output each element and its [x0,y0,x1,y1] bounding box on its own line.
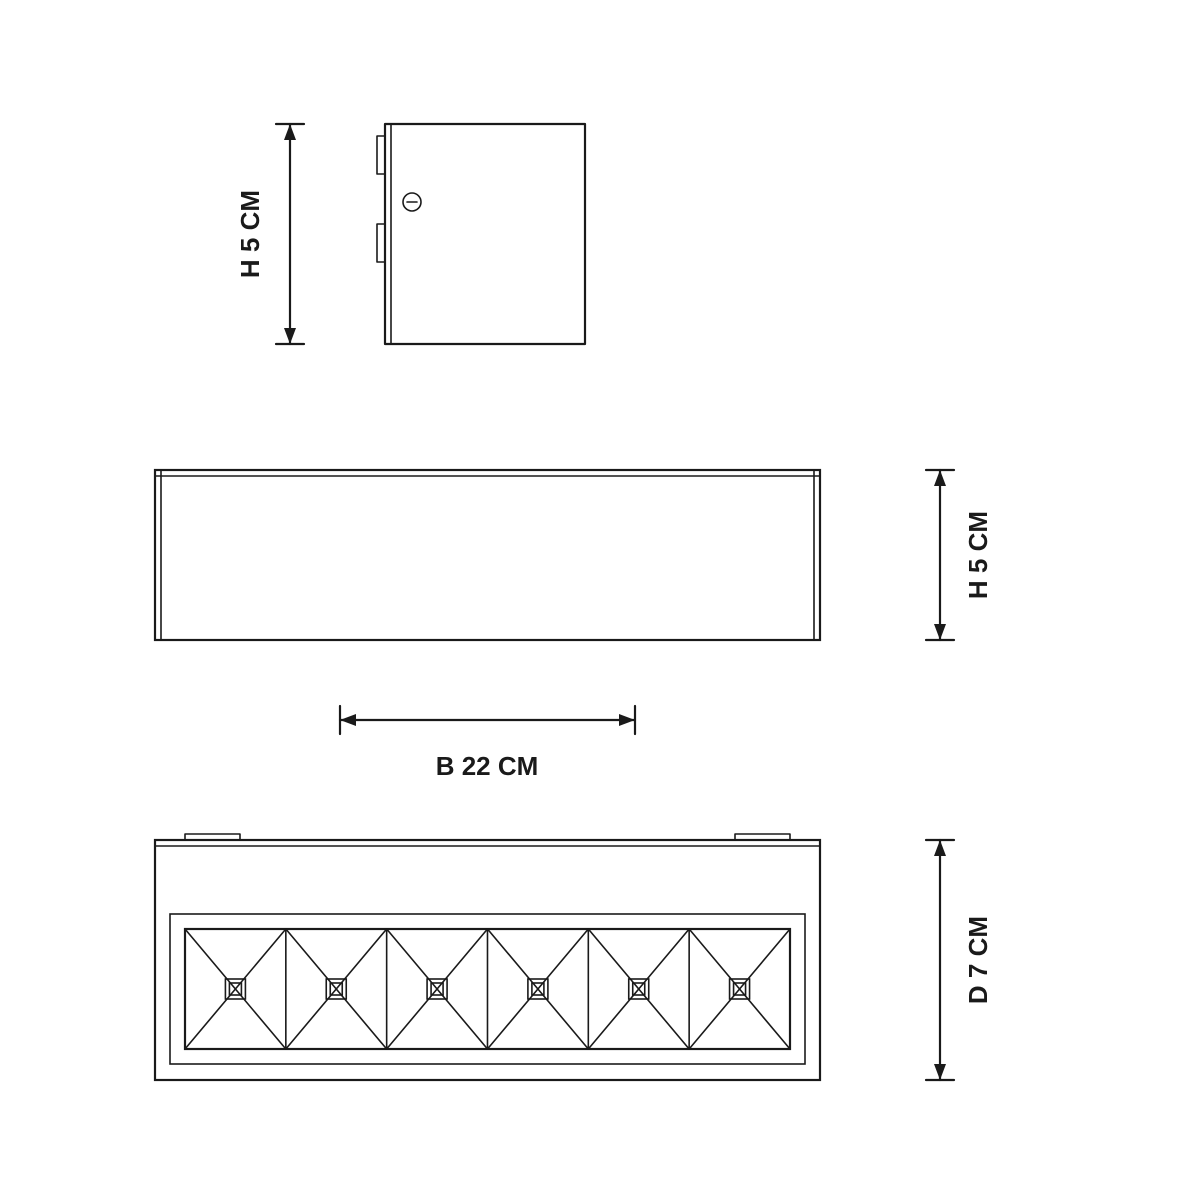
dim-label-height-2: H 5 CM [963,511,993,599]
side-view [377,124,585,344]
dim-label-height-1: H 5 CM [235,190,265,278]
dim-label-width: B 22 CM [436,751,539,781]
bottom-view [155,834,820,1080]
dim-label-depth: D 7 CM [963,916,993,1004]
front-view [155,470,820,640]
